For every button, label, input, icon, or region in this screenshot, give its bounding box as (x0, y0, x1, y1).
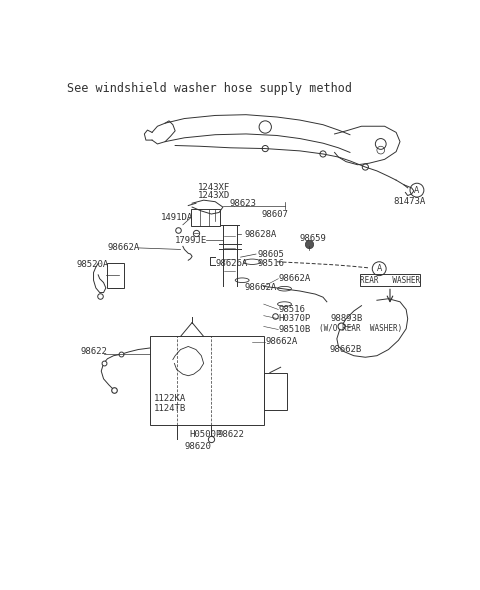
Text: 98605: 98605 (258, 250, 285, 258)
Bar (191, 209, 220, 227)
Text: 1122KA: 1122KA (154, 394, 186, 402)
Text: H0500P: H0500P (190, 430, 222, 439)
Text: 1243XD: 1243XD (198, 191, 230, 200)
Text: H0370P: H0370P (278, 314, 311, 323)
Text: A: A (377, 264, 382, 273)
Text: 98628A: 98628A (244, 230, 276, 238)
Text: 1799JE: 1799JE (175, 235, 207, 245)
Bar (108, 263, 124, 288)
Text: 98662A: 98662A (278, 274, 311, 283)
Text: 98626A: 98626A (215, 259, 248, 268)
Text: 1243XF: 1243XF (198, 183, 230, 192)
Text: 98622: 98622 (81, 348, 108, 356)
Text: REAR   WASHER: REAR WASHER (360, 276, 420, 285)
Text: 98659: 98659 (300, 234, 327, 243)
Text: 98620: 98620 (184, 442, 211, 451)
Text: 98622: 98622 (217, 430, 244, 439)
Bar (360, 274, 420, 286)
Text: 98510B: 98510B (278, 325, 311, 334)
Text: 98662A: 98662A (265, 337, 298, 346)
Text: 98623: 98623 (229, 199, 256, 208)
Text: 98607: 98607 (262, 210, 288, 219)
Text: 98893B: 98893B (331, 314, 363, 323)
Text: 98662B: 98662B (329, 345, 361, 354)
Text: 1124TB: 1124TB (154, 404, 186, 412)
Text: 98516: 98516 (258, 259, 285, 268)
Text: 98662A: 98662A (244, 283, 276, 293)
Bar (264, 373, 287, 409)
Text: (W/O REAR  WASHER): (W/O REAR WASHER) (319, 324, 402, 333)
Text: 98662A: 98662A (108, 244, 140, 253)
Text: 98520A: 98520A (77, 260, 109, 270)
Text: A: A (414, 186, 420, 195)
Bar (150, 336, 264, 425)
Text: See windshield washer hose supply method: See windshield washer hose supply method (67, 83, 352, 96)
Text: 1491DA: 1491DA (161, 212, 193, 222)
Text: 81473A: 81473A (394, 197, 426, 206)
Text: 98516: 98516 (278, 305, 305, 314)
